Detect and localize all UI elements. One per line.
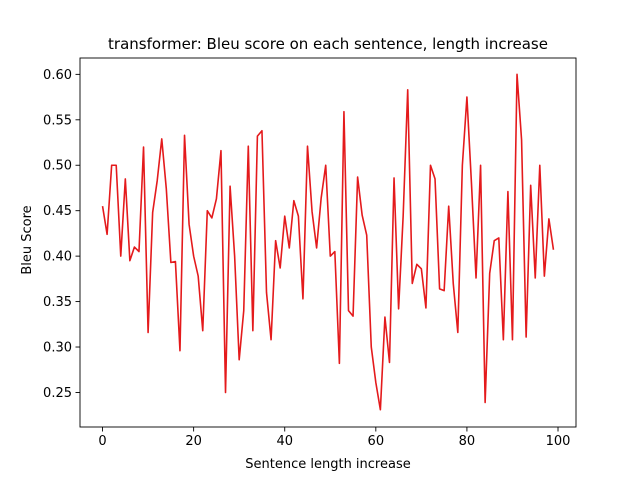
- y-tick-label: 0.40: [43, 250, 72, 265]
- x-tick-label: 100: [546, 434, 571, 449]
- x-tick-label: 80: [459, 434, 476, 449]
- y-tick-label: 0.55: [43, 113, 72, 128]
- plot-frame: [79, 57, 577, 428]
- y-tick-label: 0.25: [43, 386, 72, 401]
- y-tick-label: 0.50: [43, 159, 72, 174]
- x-tick-label: 20: [185, 434, 202, 449]
- chart-title: transformer: Bleu score on each sentence…: [108, 35, 548, 53]
- x-axis-label: Sentence length increase: [245, 457, 410, 472]
- y-axis-label: Bleu Score: [20, 205, 35, 274]
- y-tick-label: 0.35: [43, 295, 72, 310]
- x-tick-label: 0: [98, 434, 106, 449]
- x-tick-label: 60: [368, 434, 385, 449]
- series-line-0: [101, 73, 555, 411]
- x-tick-label: 40: [276, 434, 293, 449]
- axes: 0 20 40 60 80 100 0.25 0.30 0.35 0.40 0.45 0.50 0.55…: [43, 57, 577, 449]
- plot-area: [101, 73, 555, 411]
- y-tick-label: 0.45: [43, 204, 72, 219]
- y-tick-label: 0.30: [43, 341, 72, 356]
- y-tick-label: 0.60: [43, 68, 72, 83]
